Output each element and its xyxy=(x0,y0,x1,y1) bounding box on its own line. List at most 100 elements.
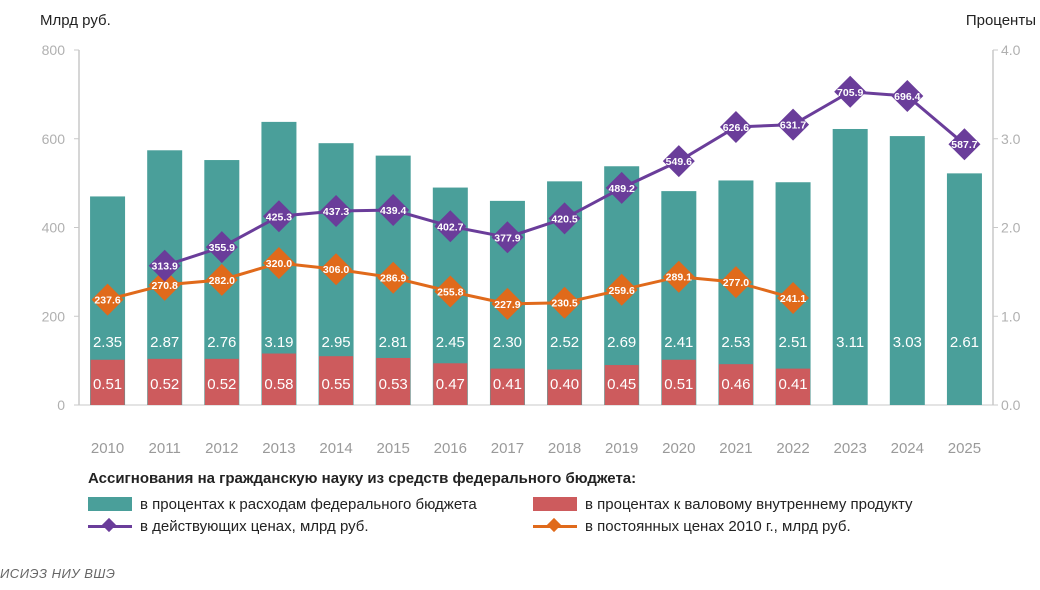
right-tick-label: 4.0 xyxy=(1001,42,1021,58)
bar-gdp-share xyxy=(204,358,239,405)
bar-gdp-share xyxy=(490,368,525,405)
legend-item-constant-prices: в постоянных ценах 2010 г., млрд руб. xyxy=(533,518,978,535)
point-label-constant-prices: 282.0 xyxy=(209,275,235,287)
marker-current-prices xyxy=(320,194,353,227)
point-label-current-prices: 631.7 xyxy=(780,120,806,132)
marker-current-prices xyxy=(777,108,810,141)
legend-title: Ассигнования на гражданскую науку из сре… xyxy=(88,470,637,487)
legend-label: в постоянных ценах 2010 г., млрд руб. xyxy=(585,517,851,535)
bar-label-budget-share: 3.11 xyxy=(836,334,864,351)
bar-budget-share xyxy=(832,128,868,406)
x-tick-label: 2019 xyxy=(605,440,638,457)
x-tick-label: 2018 xyxy=(548,440,581,457)
bar-budget-share xyxy=(889,136,925,405)
bar-label-budget-share: 2.95 xyxy=(321,334,350,351)
bar-label-gdp-share: 0.58 xyxy=(264,376,293,393)
point-label-current-prices: 402.7 xyxy=(437,221,463,233)
point-label-constant-prices: 259.6 xyxy=(609,285,635,297)
bar-label-budget-share: 3.03 xyxy=(893,334,922,351)
chart: Млрд руб. Проценты 0 200 400 600 800 0.0 1.0 2.0 3… xyxy=(40,12,1036,457)
point-label-current-prices: 696.4 xyxy=(894,91,920,103)
point-label-current-prices: 705.9 xyxy=(837,87,863,99)
x-tick-label: 2025 xyxy=(948,440,981,457)
legend-item-budget-share: в процентах к расходам федерального бюдж… xyxy=(88,496,533,513)
right-tick-label: 0.0 xyxy=(1001,397,1021,413)
bar-gdp-share xyxy=(547,369,582,405)
bar-gdp-share xyxy=(718,364,753,405)
marker-current-prices xyxy=(377,194,410,227)
point-label-current-prices: 355.9 xyxy=(209,242,235,254)
marker-constant-prices xyxy=(91,283,124,316)
x-tick-label: 2024 xyxy=(891,440,924,457)
bar-gdp-share xyxy=(261,353,296,405)
point-label-constant-prices: 241.1 xyxy=(780,293,806,305)
marker-current-prices xyxy=(548,202,581,235)
point-label-constant-prices: 255.8 xyxy=(437,286,463,298)
legend-label: в действующих ценах, млрд руб. xyxy=(140,517,369,535)
x-tick-label: 2015 xyxy=(377,440,410,457)
point-label-constant-prices: 277.0 xyxy=(723,277,749,289)
source-note: ИСИЭЗ НИУ ВШЭ xyxy=(0,566,116,581)
marker-constant-prices xyxy=(777,282,810,315)
point-label-current-prices: 587.7 xyxy=(951,139,977,151)
point-label-constant-prices: 306.0 xyxy=(323,264,349,276)
bar-gdp-share xyxy=(433,363,468,405)
marker-constant-prices xyxy=(491,287,524,320)
marker-current-prices xyxy=(605,171,638,204)
x-tick-label: 2013 xyxy=(262,440,295,457)
bar-label-budget-share: 2.52 xyxy=(550,334,579,351)
point-label-current-prices: 425.3 xyxy=(266,211,292,223)
bar-label-budget-share: 2.41 xyxy=(664,334,693,351)
marker-constant-prices xyxy=(434,275,467,308)
bar-label-gdp-share: 0.52 xyxy=(150,376,179,393)
marker-constant-prices xyxy=(320,253,353,286)
marker-constant-prices xyxy=(377,261,410,294)
point-label-constant-prices: 320.0 xyxy=(266,258,292,270)
bar-label-gdp-share: 0.45 xyxy=(607,376,636,393)
point-label-current-prices: 313.9 xyxy=(152,261,178,273)
legend-item-current-prices: в действующих ценах, млрд руб. xyxy=(88,518,533,535)
right-tick-label: 3.0 xyxy=(1001,131,1021,147)
point-label-current-prices: 377.9 xyxy=(494,232,520,244)
bar-label-budget-share: 2.30 xyxy=(493,334,522,351)
right-axis-title: Проценты xyxy=(966,12,1036,29)
bar-gdp-share xyxy=(661,359,696,405)
bar-budget-share xyxy=(946,173,982,405)
left-tick-label: 800 xyxy=(42,42,66,58)
bar-label-gdp-share: 0.52 xyxy=(207,376,236,393)
x-tick-label: 2017 xyxy=(491,440,524,457)
point-label-constant-prices: 289.1 xyxy=(666,272,692,284)
marker-current-prices xyxy=(834,75,867,108)
x-tick-label: 2016 xyxy=(434,440,467,457)
point-label-current-prices: 439.4 xyxy=(380,205,406,217)
bar-label-budget-share: 2.51 xyxy=(778,334,807,351)
marker-current-prices xyxy=(719,110,752,143)
bar-label-budget-share: 2.76 xyxy=(207,334,236,351)
bar-label-budget-share: 2.53 xyxy=(721,334,750,351)
marker-constant-prices xyxy=(205,263,238,296)
bar-label-budget-share: 2.35 xyxy=(93,334,122,351)
point-label-constant-prices: 286.9 xyxy=(380,273,406,285)
right-tick-label: 1.0 xyxy=(1001,308,1021,324)
x-tick-label: 2022 xyxy=(776,440,809,457)
bar-label-gdp-share: 0.41 xyxy=(493,376,522,393)
x-tick-label: 2023 xyxy=(834,440,867,457)
marker-current-prices xyxy=(262,200,295,233)
point-label-constant-prices: 227.9 xyxy=(494,299,520,311)
legend-swatch-teal xyxy=(88,497,132,511)
left-tick-label: 600 xyxy=(42,131,66,147)
marker-current-prices xyxy=(491,221,524,254)
bar-label-gdp-share: 0.40 xyxy=(550,376,579,393)
marker-current-prices xyxy=(434,210,467,243)
legend-swatch-red xyxy=(533,497,577,511)
marker-constant-prices xyxy=(548,286,581,319)
marker-constant-prices xyxy=(662,260,695,293)
bar-gdp-share xyxy=(147,358,182,405)
bar-label-budget-share: 2.87 xyxy=(150,334,179,351)
bar-gdp-share xyxy=(604,365,639,405)
point-label-constant-prices: 237.6 xyxy=(94,295,120,307)
left-axis-title: Млрд руб. xyxy=(40,12,111,29)
point-label-current-prices: 437.3 xyxy=(323,206,349,218)
x-tick-label: 2020 xyxy=(662,440,695,457)
right-tick-label: 2.0 xyxy=(1001,220,1021,236)
